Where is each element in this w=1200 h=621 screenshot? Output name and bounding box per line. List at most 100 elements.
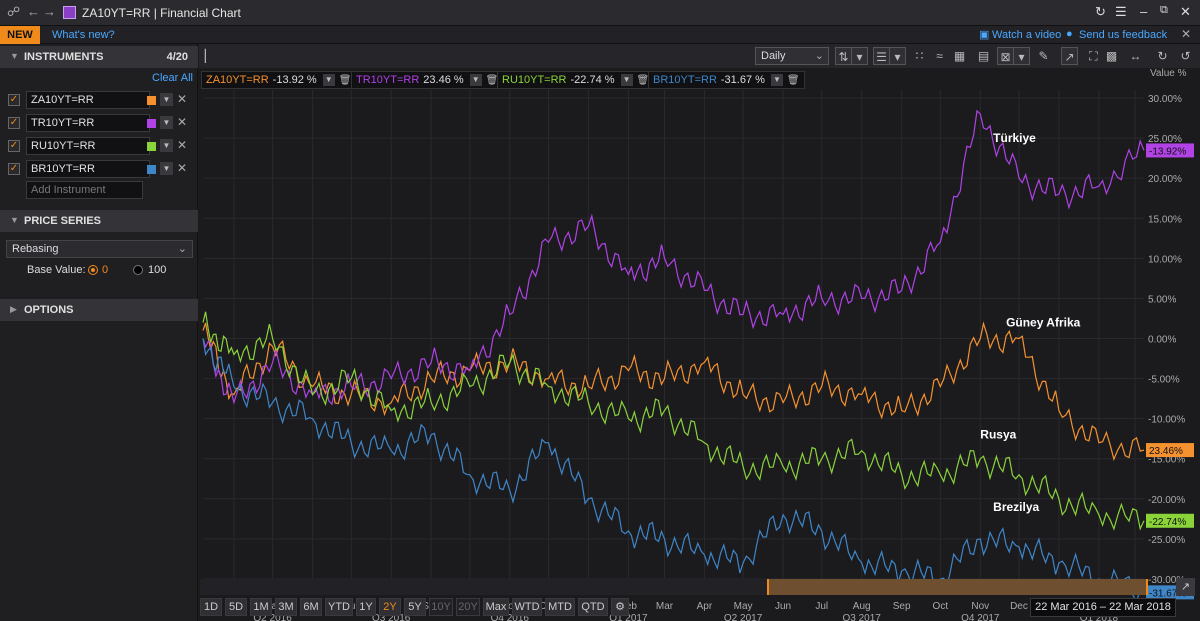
frequency-select[interactable]: Daily ⌄: [755, 47, 829, 65]
remove-instrument-icon[interactable]: ✕: [177, 92, 188, 106]
restore-icon[interactable]: ⧉: [1160, 4, 1168, 16]
x-tick-label: Nov: [501, 601, 519, 612]
instrument-checkbox[interactable]: ✓: [8, 117, 20, 129]
legend-value: 23.46 %: [423, 74, 464, 86]
clear-all-link[interactable]: Clear All: [152, 72, 193, 84]
grid-lines-icon[interactable]: ▩: [1105, 49, 1118, 63]
remove-instrument-icon[interactable]: ✕: [177, 138, 188, 152]
chevron-down-icon[interactable]: ▼: [620, 74, 633, 87]
fullscreen-icon[interactable]: ⛶: [1089, 49, 1098, 63]
forward-arrow-icon[interactable]: →: [43, 4, 56, 19]
close-window-icon[interactable]: ✕: [1180, 4, 1191, 19]
period-button-2y[interactable]: 2Y: [379, 598, 401, 616]
last-value-tag: [1146, 143, 1194, 158]
chevron-down-icon: ⌄: [177, 243, 187, 255]
last-value-label: 23.46%: [1149, 446, 1183, 457]
compare-icon[interactable]: ⇅: [835, 47, 852, 65]
refresh-icon[interactable]: ↻: [1095, 4, 1106, 19]
minimize-icon[interactable]: –: [1140, 4, 1148, 19]
period-button-ytd[interactable]: YTD: [325, 598, 353, 616]
remove-instrument-icon[interactable]: ✕: [177, 115, 188, 129]
period-button-6m[interactable]: 6M: [300, 598, 322, 616]
x-tick-label: Jul: [815, 601, 828, 612]
chevron-down-icon[interactable]: ▼: [160, 139, 173, 152]
chevron-down-icon[interactable]: ▼: [160, 93, 173, 106]
color-swatch[interactable]: [147, 142, 156, 151]
base-value-radio-100[interactable]: [133, 265, 143, 275]
chart-type-icon[interactable]: ↗: [1061, 47, 1078, 65]
waves-icon[interactable]: ≈: [936, 49, 943, 63]
instrument-checkbox[interactable]: ✓: [8, 140, 20, 152]
instrument-checkbox[interactable]: ✓: [8, 94, 20, 106]
date-range-field[interactable]: 22 Mar 2016 – 22 Mar 2018: [1030, 598, 1176, 617]
x-quarter-label: Q2 2016: [253, 613, 292, 621]
chevron-down-icon[interactable]: ▼: [469, 74, 482, 87]
trash-icon[interactable]: 🗑: [786, 75, 800, 86]
remove-instrument-icon[interactable]: ✕: [177, 161, 188, 175]
link-icon[interactable]: ☍: [7, 4, 21, 19]
period-button-10y[interactable]: 10Y: [429, 598, 453, 616]
trash-icon[interactable]: 🗑: [485, 75, 499, 86]
refresh-icon[interactable]: ↻: [1157, 49, 1168, 63]
grid-icon[interactable]: ▦: [953, 49, 966, 63]
list-icon[interactable]: ☰: [873, 47, 890, 65]
period-button-1m[interactable]: 1M: [250, 598, 272, 616]
layout-icon[interactable]: ∷: [915, 49, 924, 63]
period-button-max[interactable]: Max: [483, 598, 509, 616]
whats-new-link[interactable]: What's new?: [52, 29, 115, 41]
y-tick-label: -10.00%: [1148, 415, 1185, 426]
send-feedback-link[interactable]: Send us feedback: [1079, 29, 1168, 41]
trash-icon[interactable]: 🗑: [338, 75, 352, 86]
chart-settings-icon[interactable]: ↗: [1176, 578, 1195, 596]
period-button-1d[interactable]: 1D: [200, 598, 222, 616]
chevron-down-icon[interactable]: ▾: [1013, 47, 1030, 65]
back-arrow-icon[interactable]: ←: [27, 4, 40, 19]
color-swatch[interactable]: [147, 96, 156, 105]
hamburger-menu-icon[interactable]: ☰: [1115, 4, 1127, 19]
chevron-down-icon[interactable]: ▼: [770, 74, 783, 87]
instrument-checkbox[interactable]: ✓: [8, 163, 20, 175]
price-series-panel-header[interactable]: ▼ PRICE SERIES: [0, 210, 198, 232]
navigator-window[interactable]: [767, 579, 1148, 595]
color-swatch[interactable]: [147, 165, 156, 174]
annotate-icon[interactable]: ✎: [1038, 49, 1049, 63]
app-logo-icon: [63, 6, 76, 19]
chevron-down-icon[interactable]: ▼: [322, 74, 335, 87]
period-button-5y[interactable]: 5Y: [404, 598, 426, 616]
add-instrument-input[interactable]: Add Instrument: [26, 181, 143, 199]
trash-icon[interactable]: 🗑: [636, 75, 650, 86]
excel-icon[interactable]: ⊠: [997, 47, 1014, 65]
period-button-1y[interactable]: 1Y: [356, 598, 376, 616]
chart-annotation: Güney Afrika: [1006, 315, 1081, 329]
instruments-panel-header[interactable]: ▼ INSTRUMENTS 4/20: [0, 46, 198, 68]
compare-mode-icon[interactable]: ↔: [1129, 49, 1142, 63]
instrument-field[interactable]: TR10YT=RR: [26, 114, 150, 132]
history-icon[interactable]: ↺: [1180, 49, 1191, 63]
collapse-sidebar-icon[interactable]: ▏: [204, 49, 215, 63]
period-button-3m[interactable]: 3M: [275, 598, 297, 616]
base-value-radio-0[interactable]: [88, 265, 98, 275]
instrument-field[interactable]: ZA10YT=RR: [26, 91, 150, 109]
period-settings-icon[interactable]: ⚙: [611, 598, 629, 616]
period-button-20y[interactable]: 20Y: [456, 598, 480, 616]
instrument-field[interactable]: BR10YT=RR: [26, 160, 150, 178]
period-button-mtd[interactable]: MTD: [545, 598, 575, 616]
chevron-down-icon[interactable]: ▼: [160, 116, 173, 129]
close-newsbar-icon[interactable]: ✕: [1181, 27, 1192, 41]
line-chart[interactable]: AprMayJunJulAugSepOctNovDecJanFebMarAprM…: [199, 68, 1200, 621]
period-button-wtd[interactable]: WTD: [512, 598, 542, 616]
save-icon[interactable]: ▤: [977, 49, 990, 63]
instrument-field[interactable]: RU10YT=RR: [26, 137, 150, 155]
chevron-down-icon[interactable]: ▼: [160, 162, 173, 175]
chevron-down-icon[interactable]: ▾: [889, 47, 906, 65]
legend-value: -13.92 %: [272, 74, 317, 86]
period-button-qtd[interactable]: QTD: [578, 598, 608, 616]
y-tick-label: -25.00%: [1148, 535, 1185, 546]
options-panel-header[interactable]: ▶ OPTIONS: [0, 299, 198, 321]
chevron-down-icon: ⌄: [814, 50, 824, 62]
color-swatch[interactable]: [147, 119, 156, 128]
rebasing-select[interactable]: Rebasing ⌄: [6, 240, 193, 258]
watch-video-link[interactable]: Watch a video: [992, 29, 1062, 41]
period-button-5d[interactable]: 5D: [225, 598, 247, 616]
chevron-down-icon[interactable]: ▾: [851, 47, 868, 65]
